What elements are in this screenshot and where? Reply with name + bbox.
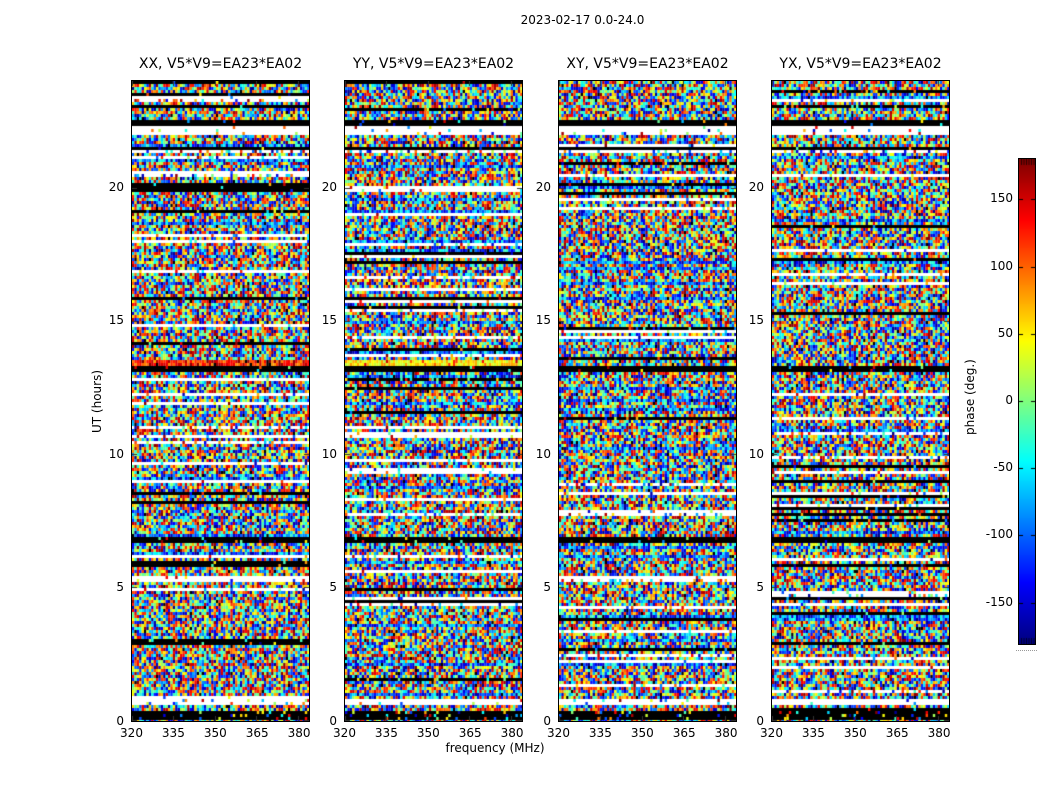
x-tick-label: 320 bbox=[760, 726, 783, 740]
colorbar-canvas bbox=[1019, 159, 1035, 644]
y-tick-label: 0 bbox=[756, 714, 764, 728]
heatmap-panel-yx bbox=[771, 80, 950, 722]
x-tick-label: 320 bbox=[547, 726, 570, 740]
colorbar-edge-dots bbox=[1016, 650, 1037, 651]
colorbar-tick-label: -150 bbox=[985, 594, 1013, 609]
x-tick-label: 350 bbox=[843, 726, 867, 740]
x-tick-label: 380 bbox=[927, 726, 951, 740]
colorbar bbox=[1018, 158, 1036, 645]
x-tick-label: 335 bbox=[374, 726, 398, 740]
y-tick-label: 10 bbox=[535, 446, 551, 461]
heatmap-canvas-xy bbox=[559, 81, 736, 721]
panel-title-yy: YY, V5*V9=EA23*EA02 bbox=[352, 56, 515, 72]
y-tick-label: 5 bbox=[756, 580, 764, 595]
y-tick-label: 10 bbox=[748, 446, 764, 461]
x-tick-label: 380 bbox=[714, 726, 738, 740]
colorbar-tick-label: -50 bbox=[993, 460, 1013, 475]
heatmap-canvas-xx bbox=[132, 81, 309, 721]
x-tick-label: 365 bbox=[245, 726, 269, 740]
y-tick-label: 20 bbox=[748, 179, 764, 194]
colorbar-tick-label: 0 bbox=[1005, 393, 1013, 407]
x-axis-label: frequency (MHz) bbox=[445, 741, 545, 755]
x-tick-label: 335 bbox=[588, 726, 612, 740]
y-tick-label: 10 bbox=[108, 446, 124, 461]
y-tick-label: 0 bbox=[329, 714, 337, 728]
y-tick-label: 20 bbox=[535, 179, 551, 194]
x-tick-label: 365 bbox=[885, 726, 909, 740]
figure-title: 2023-02-17 0.0-24.0 bbox=[520, 13, 645, 27]
x-tick-label: 380 bbox=[287, 726, 311, 740]
x-tick-label: 320 bbox=[120, 726, 143, 740]
panel-title-yx: YX, V5*V9=EA23*EA02 bbox=[779, 56, 942, 72]
y-tick-label: 15 bbox=[748, 313, 764, 328]
y-tick-label: 15 bbox=[321, 313, 337, 328]
heatmap-panel-yy bbox=[344, 80, 523, 722]
y-axis-label: UT (hours) bbox=[90, 369, 104, 433]
heatmap-canvas-yy bbox=[345, 81, 522, 721]
colorbar-tick-label: 150 bbox=[990, 191, 1013, 206]
x-tick-label: 380 bbox=[500, 726, 524, 740]
y-tick-label: 15 bbox=[108, 313, 124, 328]
x-tick-label: 350 bbox=[630, 726, 654, 740]
y-tick-label: 0 bbox=[543, 714, 551, 728]
x-tick-label: 335 bbox=[801, 726, 825, 740]
x-tick-label: 365 bbox=[458, 726, 482, 740]
heatmap-panel-xx bbox=[131, 80, 310, 722]
x-tick-label: 335 bbox=[161, 726, 185, 740]
colorbar-tick-label: -100 bbox=[985, 527, 1013, 542]
heatmap-canvas-yx bbox=[772, 81, 949, 721]
x-tick-label: 320 bbox=[333, 726, 356, 740]
x-tick-label: 365 bbox=[672, 726, 696, 740]
y-tick-label: 5 bbox=[329, 580, 337, 595]
x-tick-label: 350 bbox=[416, 726, 440, 740]
panel-title-xx: XX, V5*V9=EA23*EA02 bbox=[138, 56, 303, 72]
colorbar-tick-label: 50 bbox=[997, 325, 1013, 340]
colorbar-tick-label: 100 bbox=[990, 258, 1013, 273]
y-tick-label: 5 bbox=[543, 580, 551, 595]
y-tick-label: 10 bbox=[321, 446, 337, 461]
y-tick-label: 20 bbox=[108, 179, 124, 194]
y-tick-label: 5 bbox=[116, 580, 124, 595]
y-tick-label: 20 bbox=[321, 179, 337, 194]
y-tick-label: 0 bbox=[116, 714, 124, 728]
panel-title-xy: XY, V5*V9=EA23*EA02 bbox=[566, 56, 729, 72]
x-tick-label: 350 bbox=[203, 726, 227, 740]
y-tick-label: 15 bbox=[535, 313, 551, 328]
heatmap-panel-xy bbox=[558, 80, 737, 722]
